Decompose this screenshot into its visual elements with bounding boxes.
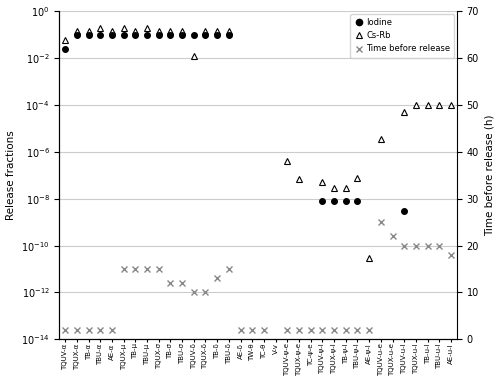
Legend: Iodine, Cs-Rb, Time before release: Iodine, Cs-Rb, Time before release <box>350 14 455 58</box>
Y-axis label: Release fractions: Release fractions <box>6 131 16 220</box>
Y-axis label: Time before release (h): Time before release (h) <box>484 115 494 236</box>
